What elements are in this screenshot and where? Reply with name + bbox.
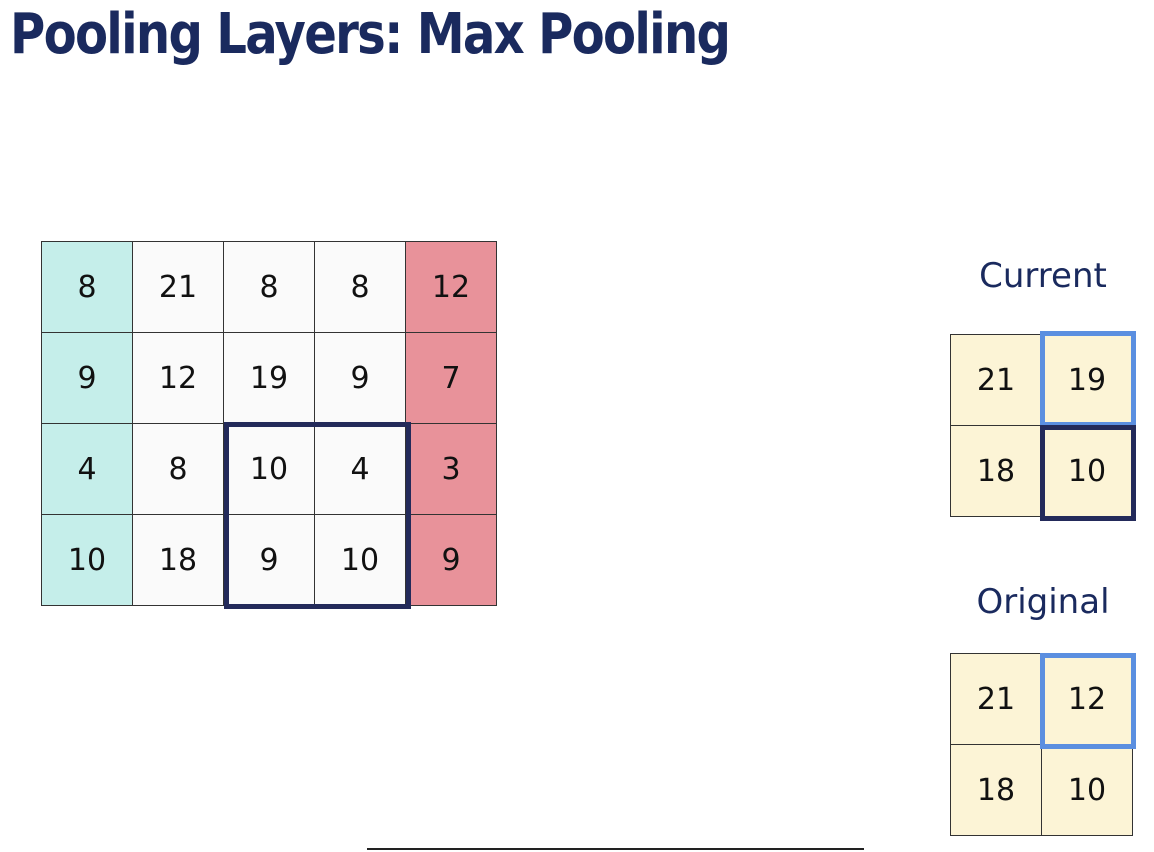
input-cell: 8 [42,242,133,333]
input-cell: 10 [224,424,315,515]
input-cell: 7 [406,333,497,424]
input-cell: 10 [315,515,406,606]
input-cell: 18 [133,515,224,606]
input-cell: 19 [224,333,315,424]
input-cell: 8 [133,424,224,515]
input-cell: 4 [42,424,133,515]
original-cell: 10 [1042,745,1133,836]
input-cell: 9 [42,333,133,424]
input-cell: 8 [315,242,406,333]
input-cell: 12 [406,242,497,333]
original-cell: 12 [1042,654,1133,745]
original-output-map: 21 12 18 10 [950,653,1133,836]
input-cell: 3 [406,424,497,515]
original-cell: 21 [951,654,1042,745]
input-cell: 4 [315,424,406,515]
current-cell: 21 [951,335,1042,426]
original-cell: 18 [951,745,1042,836]
current-output-map: 21 19 18 10 [950,334,1133,517]
current-cell: 10 [1042,426,1133,517]
bottom-divider [367,848,864,850]
input-cell: 9 [315,333,406,424]
input-cell: 21 [133,242,224,333]
original-label: Original [976,582,1110,622]
current-cell: 18 [951,426,1042,517]
input-cell: 9 [224,515,315,606]
input-cell: 10 [42,515,133,606]
input-cell: 9 [406,515,497,606]
input-cell: 12 [133,333,224,424]
current-label: Current [979,256,1107,296]
input-feature-map: 8 21 8 8 12 9 12 19 9 7 4 8 10 4 3 10 18… [41,241,497,606]
current-cell: 19 [1042,335,1133,426]
slide-title: Pooling Layers: Max Pooling [10,2,731,67]
input-cell: 8 [224,242,315,333]
